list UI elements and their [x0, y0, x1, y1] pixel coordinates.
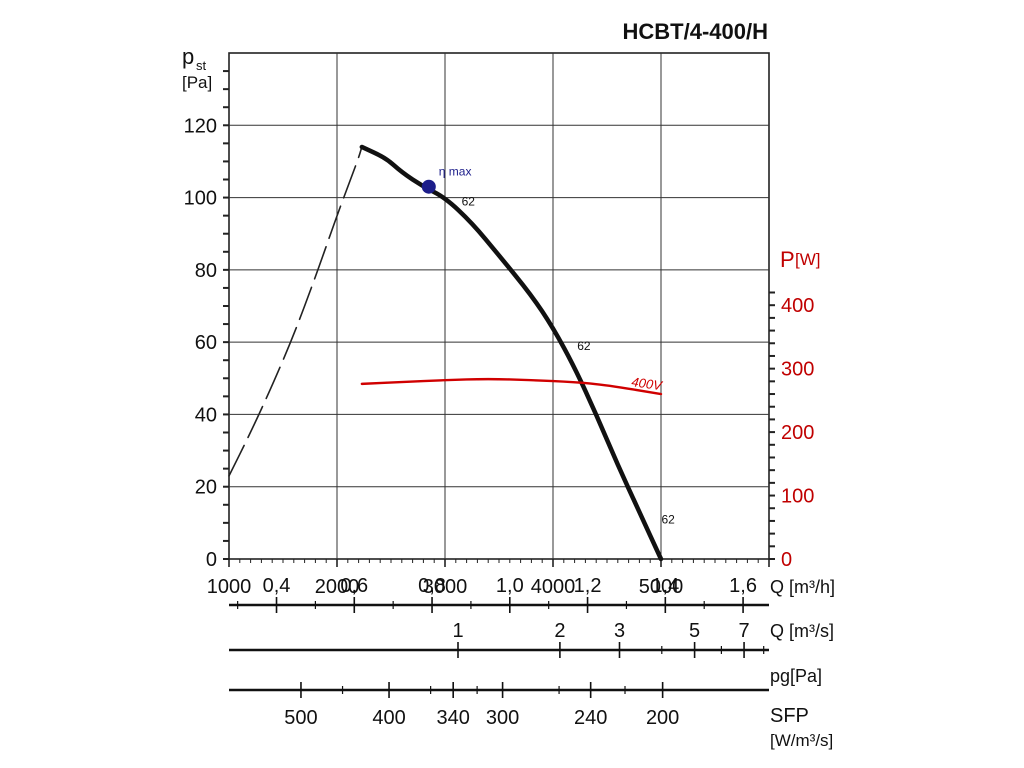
grid	[228, 52, 770, 560]
scale-tick-label-pg: 5	[689, 620, 700, 642]
y2-axis-title-unit: [W]	[795, 250, 821, 269]
scale-title-sfp-unit: [W/m³/s]	[770, 731, 833, 750]
annotation-62-0: 62	[462, 195, 476, 209]
x-axis-tick-label: 1000	[207, 576, 252, 598]
annotation-eta-max: η max	[439, 165, 472, 179]
y-axis-tick-label: 100	[184, 188, 217, 210]
x-axis-title-m3h: Q [m³/h]	[770, 577, 835, 597]
series-line-0	[228, 146, 363, 477]
scale-tick-label-pg: 3	[614, 620, 625, 642]
y2-axis-title: P [W]	[780, 247, 821, 272]
scale-tick-label-q-m3s: 1,6	[729, 575, 757, 597]
y-axis-tick-label: 80	[195, 260, 217, 282]
annotation-62-2: 62	[661, 513, 675, 527]
y-axis-title: p st [Pa]	[182, 44, 212, 92]
x-axis-tick-label: 2000	[315, 576, 360, 598]
series-line-1	[359, 144, 664, 562]
scale-tick-label-sfp: 400	[372, 707, 405, 729]
y2-axis-tick-label: 0	[781, 549, 792, 571]
scale-tick-label-q-m3s: 0,8	[418, 575, 446, 597]
y2-axis-tick-label: 100	[781, 486, 814, 508]
y2-axis-title-main: P	[780, 247, 795, 272]
scale-tick-label-sfp: 500	[284, 707, 317, 729]
scale-title-q-m3s: Q [m³/s]	[770, 621, 834, 641]
y-axis-title-sub: st	[196, 58, 207, 73]
annotations: η max 62 62 62	[421, 165, 675, 527]
y-axis-tick-label: 40	[195, 404, 217, 426]
y-axis-tick-label: 0	[206, 549, 217, 571]
y2-axis-tick-label: 200	[781, 422, 814, 444]
scale-title-pg: pg[Pa]	[770, 666, 822, 686]
scale-tick-label-sfp: 240	[574, 707, 607, 729]
scale-tick-label-pg: 2	[554, 620, 565, 642]
series-layer: 400V	[228, 144, 664, 562]
plot-frame	[228, 52, 770, 560]
scale-tick-label-pg: 7	[739, 620, 750, 642]
series-line-2	[360, 377, 663, 396]
y-axis-title-main: p	[182, 44, 194, 69]
scale-tick-label-pg: 1	[452, 620, 463, 642]
y-axis-tick-label: 120	[184, 115, 217, 137]
annotation-62-1: 62	[577, 339, 591, 353]
scale-tick-label-sfp: 340	[436, 707, 469, 729]
scale-tick-label-sfp: 300	[486, 707, 519, 729]
x-axis-tick-label: 3000	[423, 576, 468, 598]
scale-tick-label-q-m3s: 1,2	[574, 575, 602, 597]
chart-title: HCBT/4-400/H	[623, 19, 768, 44]
scale-tick-label-q-m3s: 0,6	[340, 575, 368, 597]
scale-tick-label-sfp: 200	[646, 707, 679, 729]
x-axis-tick-label: 4000	[531, 576, 576, 598]
scale-tick-label-q-m3s: 1,0	[496, 575, 524, 597]
x-axis-tick-label: 5000	[639, 576, 684, 598]
scale-title-sfp: SFP	[770, 705, 809, 727]
series-label-2: 400V	[631, 374, 664, 393]
y-axis-tick-label: 60	[195, 332, 217, 354]
y2-axis-tick-label: 400	[781, 295, 814, 317]
scale-tick-label-q-m3s: 0,4	[263, 575, 291, 597]
axes: 0 20 40 60 80 100 120 0 100 200 300 400 1000 2000 3000…	[184, 70, 814, 598]
max-efficiency-point	[421, 179, 436, 194]
y2-axis-tick-label: 300	[781, 359, 814, 381]
secondary-scales: Q [m³/h] 0,4 0,6 0,8 1,0 1,2 1,4 1,6 1 2 3 5 7 500 400…	[229, 575, 835, 750]
y-axis-title-unit: [Pa]	[182, 73, 212, 92]
scale-tick-label-q-m3s: 1,4	[651, 575, 679, 597]
y-axis-tick-label: 20	[195, 477, 217, 499]
